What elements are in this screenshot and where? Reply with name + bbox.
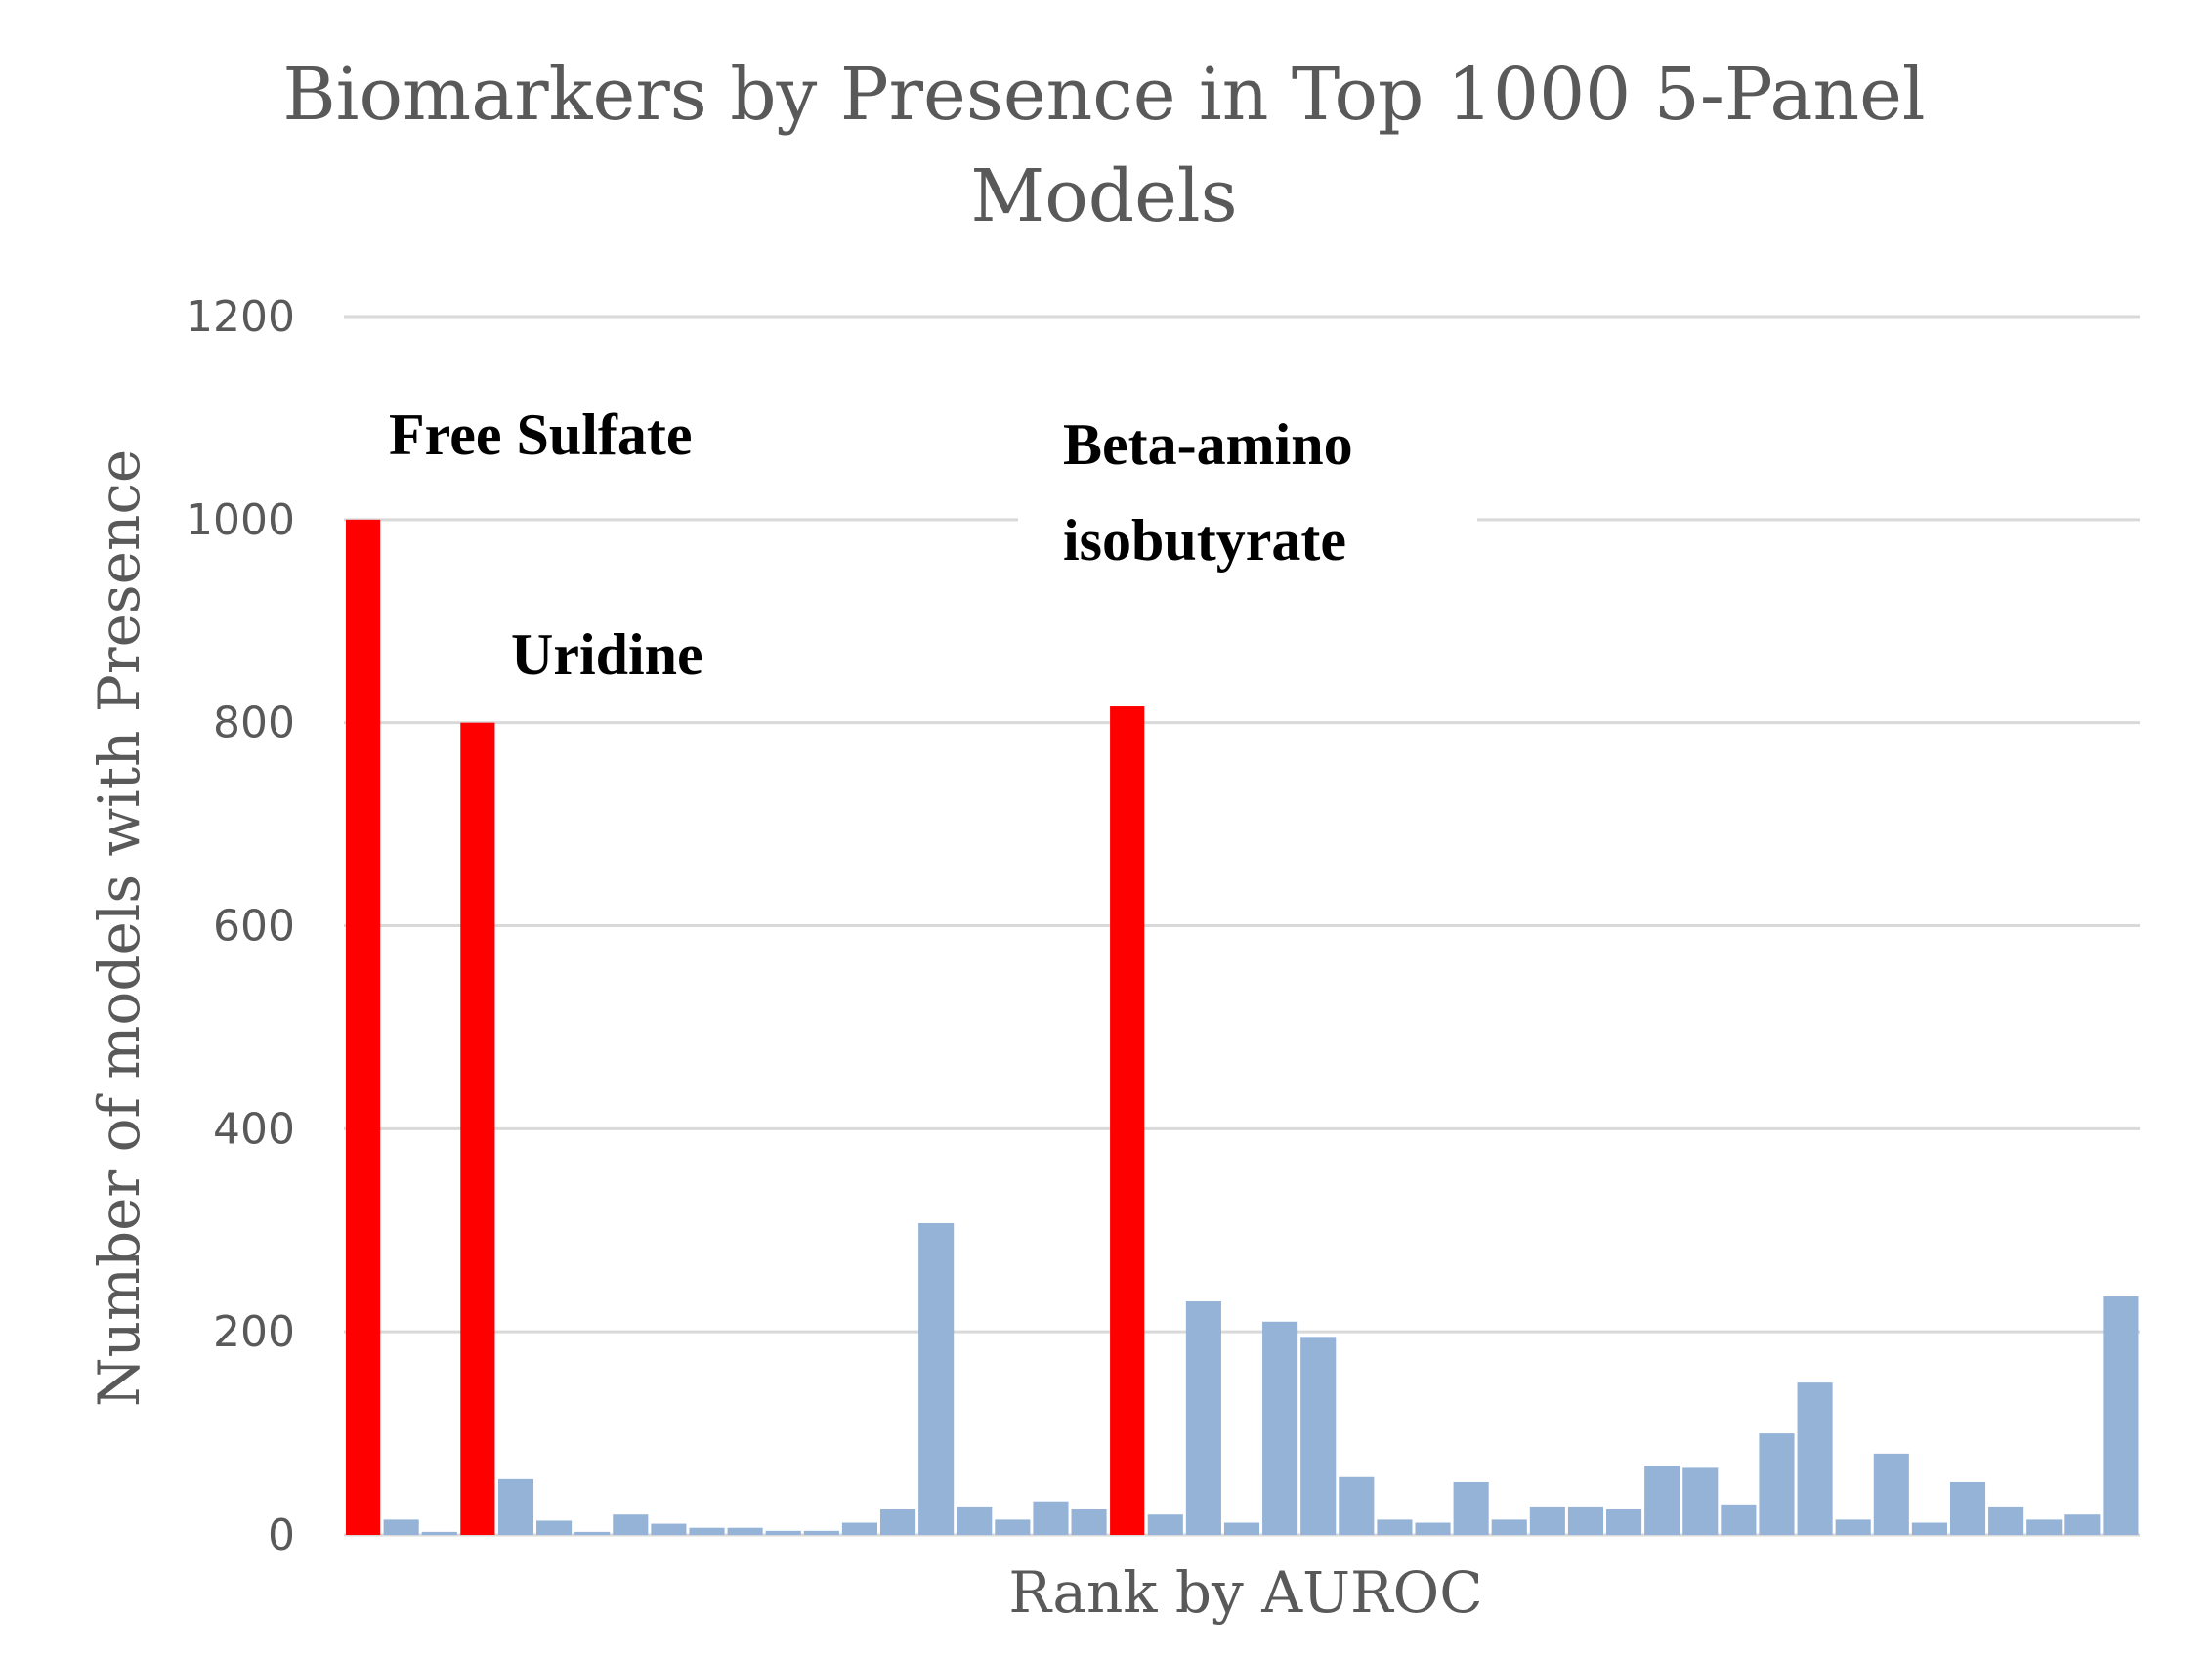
- chart-title: Biomarkers by Presence in Top 1000 5-Pan…: [282, 53, 1925, 238]
- bar: [689, 1527, 725, 1535]
- bar: [1567, 1506, 1604, 1535]
- bar: [727, 1527, 763, 1535]
- chart-title-line-1: Biomarkers by Presence in Top 1000 5-Pan…: [282, 53, 1925, 137]
- bar: [1529, 1506, 1565, 1535]
- bar: [957, 1506, 993, 1535]
- y-tick-label: 0: [268, 1510, 295, 1560]
- bar: [1223, 1522, 1260, 1535]
- annotation-2: Beta-amino isobutyrate: [1018, 398, 1477, 618]
- highlighted-bar: [1110, 706, 1145, 1535]
- x-axis-label: Rank by AUROC: [1008, 1559, 1482, 1626]
- y-tick-label: 400: [213, 1104, 295, 1154]
- y-tick-label: 200: [213, 1307, 295, 1357]
- bar: [2026, 1519, 2063, 1535]
- bar: [421, 1531, 457, 1535]
- bar: [1185, 1300, 1221, 1535]
- y-tick-label: 1000: [186, 495, 295, 545]
- bar: [995, 1519, 1031, 1535]
- bar: [1415, 1522, 1451, 1535]
- bar: [1071, 1509, 1107, 1535]
- bar: [1377, 1519, 1413, 1535]
- bar: [613, 1514, 649, 1535]
- bar: [1033, 1501, 1069, 1535]
- bar: [1797, 1382, 1833, 1535]
- bar: [1644, 1466, 1680, 1535]
- y-tick-label: 600: [213, 902, 295, 952]
- bar: [497, 1478, 534, 1535]
- annotation-0: Free Sulfate: [389, 403, 692, 467]
- bar: [1949, 1481, 1986, 1535]
- bar: [1606, 1509, 1642, 1535]
- bar: [383, 1519, 419, 1535]
- chart-title-line-2: Models: [970, 154, 1237, 238]
- bar: [1147, 1514, 1183, 1535]
- bar: [879, 1509, 916, 1535]
- bar: [574, 1531, 611, 1535]
- bar: [1262, 1321, 1298, 1535]
- annotation-background: [1018, 398, 1477, 618]
- annotations: Free Sulfate Uridine Beta-amino isobutyrate: [389, 398, 1477, 687]
- y-tick-label: 1200: [186, 292, 295, 342]
- annotation-label: isobutyrate: [1063, 508, 1346, 573]
- highlighted-bar: [460, 722, 495, 1535]
- bar: [1453, 1481, 1489, 1535]
- annotation-label: Free Sulfate: [389, 403, 692, 467]
- annotation-label: Uridine: [511, 622, 703, 687]
- y-axis-label: Number of models with Presence: [86, 449, 152, 1407]
- annotation-label: Beta-amino: [1063, 412, 1353, 477]
- bar: [651, 1523, 687, 1535]
- bar: [1300, 1337, 1337, 1535]
- bar: [2103, 1296, 2139, 1535]
- y-axis-ticks: 0 200 400 600 800 1000 1200: [186, 292, 295, 1560]
- bars: [345, 519, 2139, 1536]
- bar: [1911, 1522, 1947, 1535]
- bar: [918, 1222, 955, 1535]
- y-tick-label: 800: [213, 699, 295, 748]
- bar: [1873, 1453, 1909, 1535]
- annotation-1: Uridine: [511, 622, 703, 687]
- bar: [2064, 1514, 2101, 1535]
- bar: [1759, 1433, 1795, 1535]
- bar: [1835, 1519, 1871, 1535]
- bar: [1491, 1519, 1527, 1535]
- bar: [536, 1520, 573, 1535]
- bar: [803, 1530, 839, 1535]
- bar: [1721, 1504, 1757, 1535]
- bar: [1988, 1506, 2024, 1535]
- bar: [841, 1522, 877, 1535]
- bar: [765, 1530, 801, 1535]
- bar: [1682, 1467, 1719, 1535]
- bar: [1339, 1476, 1375, 1535]
- highlighted-bar: [345, 519, 381, 1536]
